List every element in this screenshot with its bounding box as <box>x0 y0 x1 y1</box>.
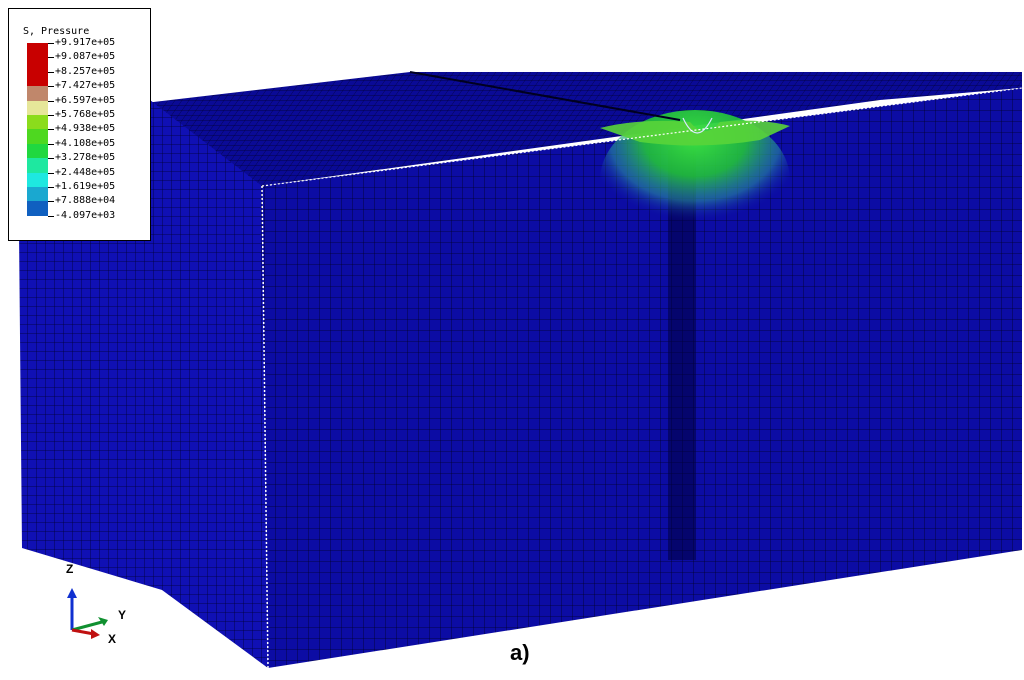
legend-value-label: +7.888e+04 <box>55 195 115 206</box>
legend-value-label: -4.097e+03 <box>55 210 115 221</box>
legend-tick <box>48 158 54 159</box>
legend-tick <box>48 72 54 73</box>
legend-tick <box>48 43 54 44</box>
legend-swatch <box>27 201 48 215</box>
legend-value-label: +1.619e+05 <box>55 181 115 192</box>
legend-tick <box>48 101 54 102</box>
legend-swatch <box>27 72 48 86</box>
legend-tick <box>48 86 54 87</box>
coordinate-triad <box>58 582 138 662</box>
legend-swatch <box>27 43 48 57</box>
legend-title: S, Pressure <box>23 26 89 37</box>
legend-tick <box>48 173 54 174</box>
legend-tick <box>48 216 54 217</box>
legend-value-label: +2.448e+05 <box>55 167 115 178</box>
legend-swatch <box>27 173 48 187</box>
legend-swatch <box>27 144 48 158</box>
x-axis-label: X <box>108 632 116 646</box>
legend-tick <box>48 115 54 116</box>
legend-swatch <box>27 158 48 172</box>
x-axis-arrow <box>72 630 94 634</box>
legend-tick <box>48 57 54 58</box>
legend-value-label: +6.597e+05 <box>55 95 115 106</box>
legend-tick <box>48 187 54 188</box>
legend-value-label: +4.938e+05 <box>55 123 115 134</box>
y-axis-label: Y <box>118 608 126 622</box>
legend-tick <box>48 144 54 145</box>
legend-swatch <box>27 86 48 100</box>
legend-swatch <box>27 187 48 201</box>
legend-value-label: +5.768e+05 <box>55 109 115 120</box>
legend-swatch <box>27 115 48 129</box>
legend-tick <box>48 201 54 202</box>
legend-value-label: +9.087e+05 <box>55 51 115 62</box>
legend-value-label: +9.917e+05 <box>55 37 115 48</box>
z-arrow-head <box>67 588 77 598</box>
z-axis-label: Z <box>66 562 73 576</box>
legend-value-label: +8.257e+05 <box>55 66 115 77</box>
legend-panel: S, Pressure +9.917e+05 +9.087e+05 +8.257e+… <box>8 8 151 241</box>
legend-swatch <box>27 129 48 143</box>
legend-value-label: +3.278e+05 <box>55 152 115 163</box>
legend-swatch <box>27 101 48 115</box>
y-axis-arrow <box>72 622 102 630</box>
figure-caption: a) <box>510 640 530 666</box>
legend-value-label: +7.427e+05 <box>55 80 115 91</box>
legend-tick <box>48 129 54 130</box>
legend-value-label: +4.108e+05 <box>55 138 115 149</box>
x-arrow-head <box>91 629 100 639</box>
legend-swatch <box>27 57 48 71</box>
